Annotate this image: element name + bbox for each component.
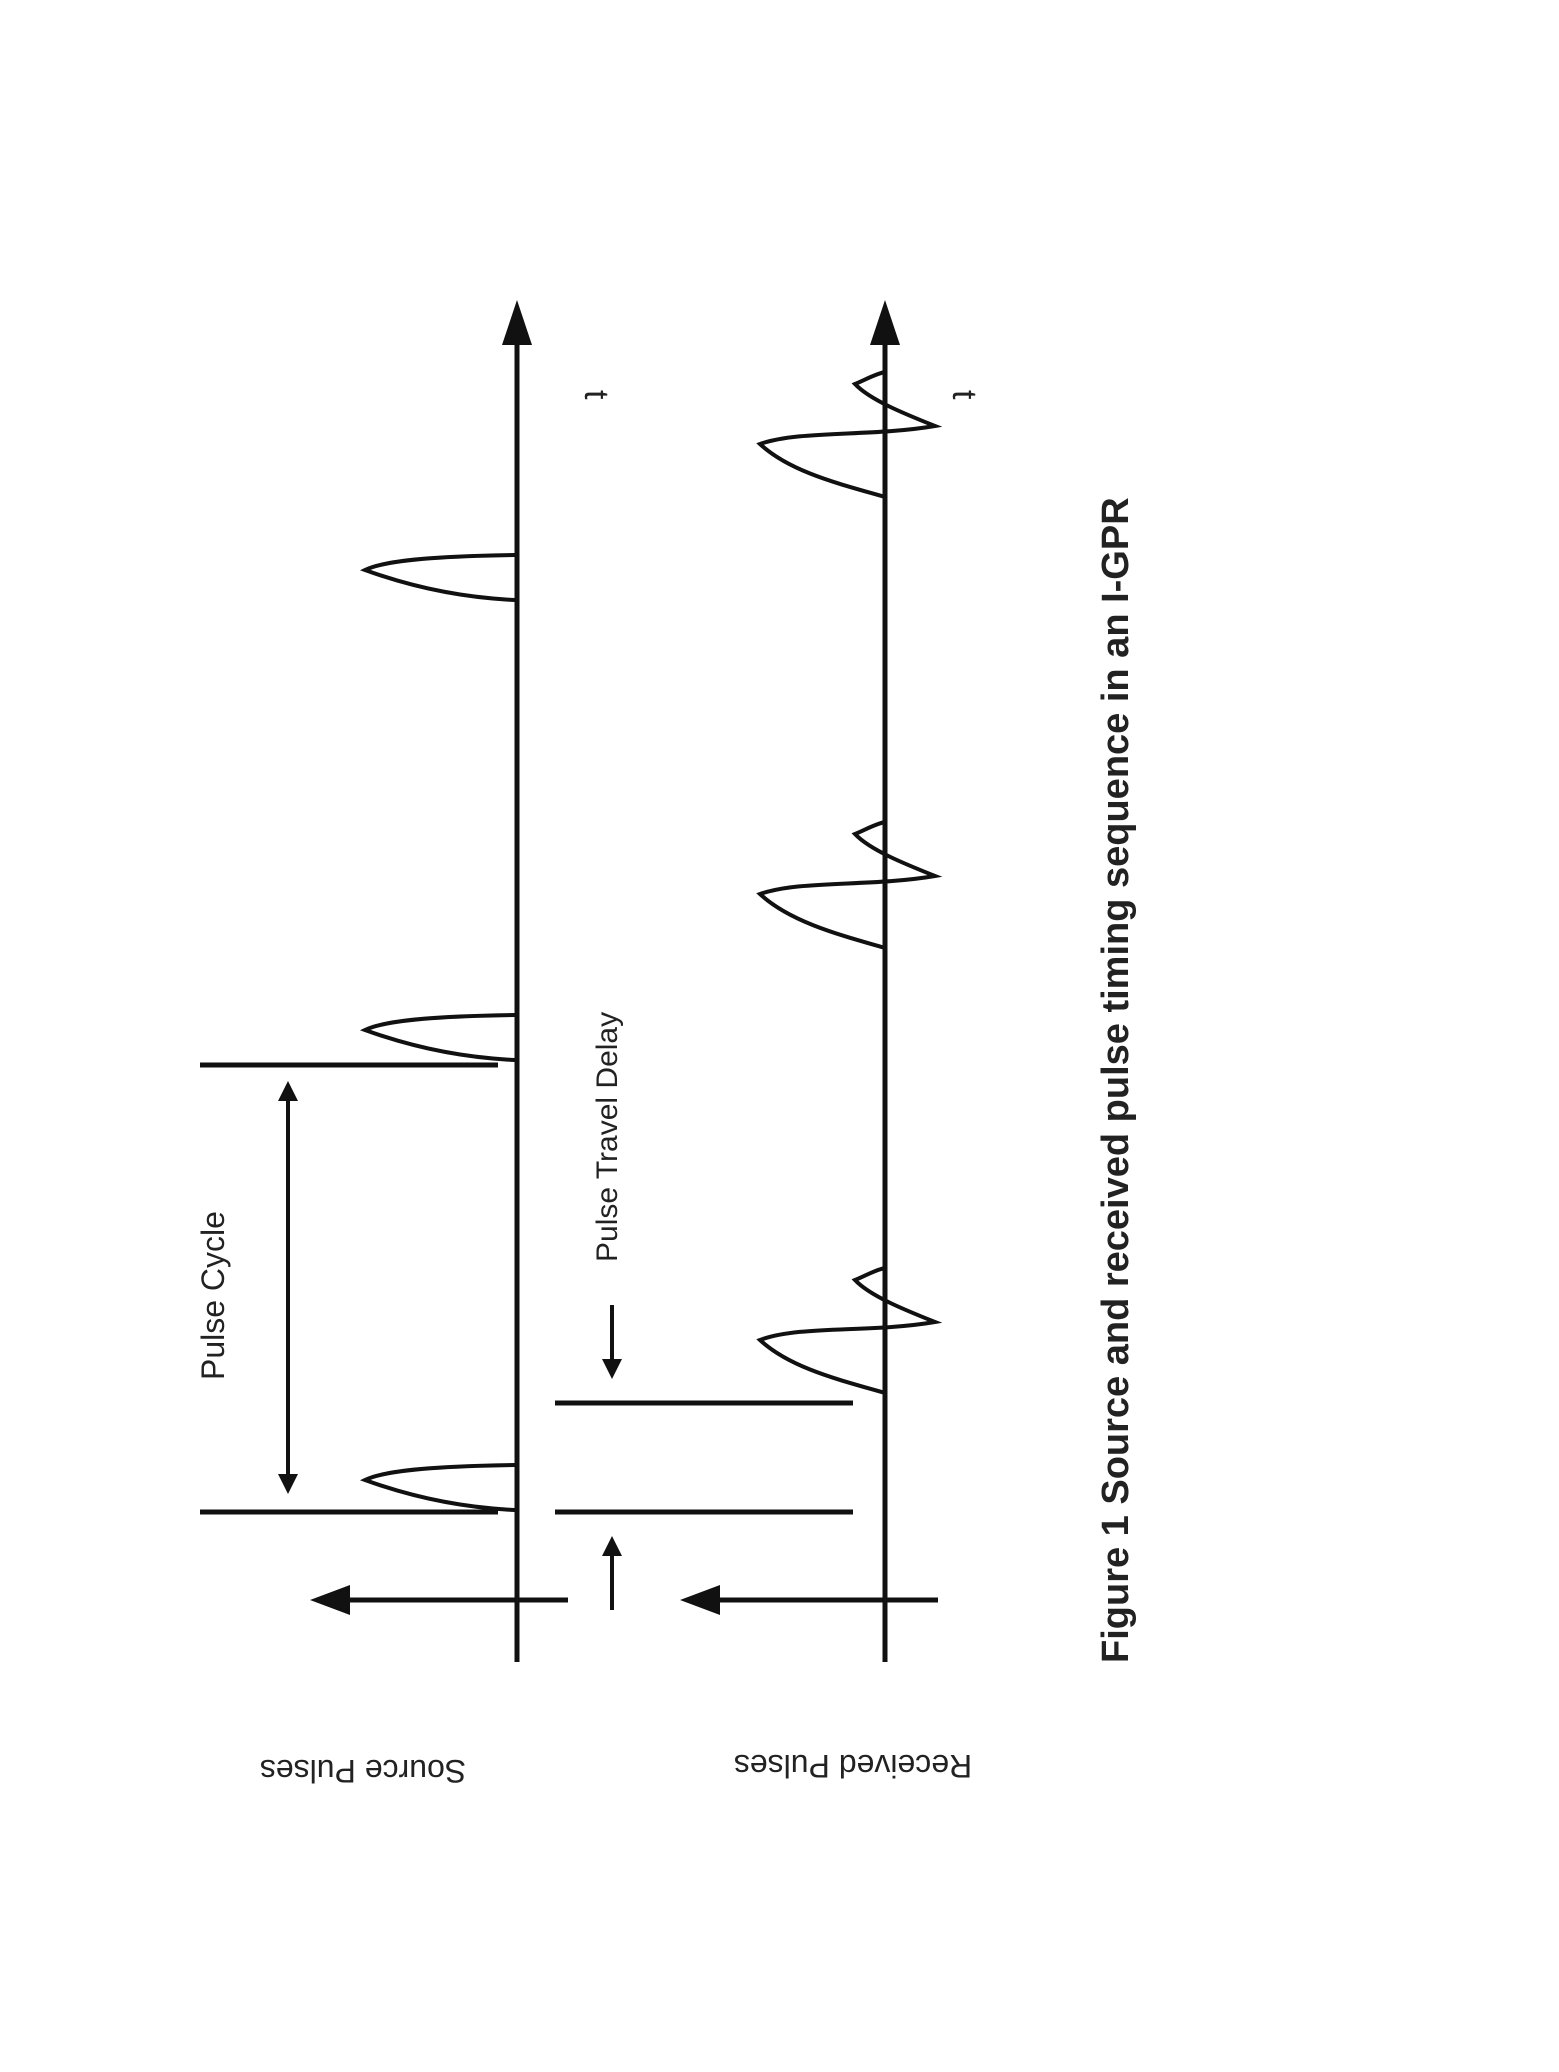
source-pulses-label: Source Pulses: [260, 1753, 466, 1789]
source-pulse-3: [365, 555, 515, 600]
received-pulses-label: Received Pulses: [734, 1748, 972, 1784]
source-pulse-1: [365, 1465, 515, 1510]
figure-caption: Figure 1 Source and received pulse timin…: [1095, 497, 1137, 1663]
source-pulse-2: [365, 1015, 515, 1060]
source-trace: t Pulse Cycle Source Pulses: [195, 300, 615, 1789]
received-pulse-3: [760, 372, 935, 497]
received-pulse-1: [760, 1268, 935, 1393]
received-direction-arrowhead: [680, 1585, 720, 1615]
received-trace: t Received Pulses: [680, 300, 983, 1784]
travel-delay-marker: Pulse Travel Delay: [555, 1012, 853, 1610]
source-direction-arrowhead: [310, 1585, 350, 1615]
source-axis-arrowhead: [502, 300, 532, 345]
received-pulse-2: [760, 822, 935, 948]
pulse-travel-delay-label: Pulse Travel Delay: [591, 1012, 624, 1262]
source-time-label: t: [577, 390, 615, 400]
received-axis-arrowhead: [870, 300, 900, 345]
received-time-label: t: [945, 390, 983, 400]
pulse-cycle-label: Pulse Cycle: [195, 1211, 231, 1380]
